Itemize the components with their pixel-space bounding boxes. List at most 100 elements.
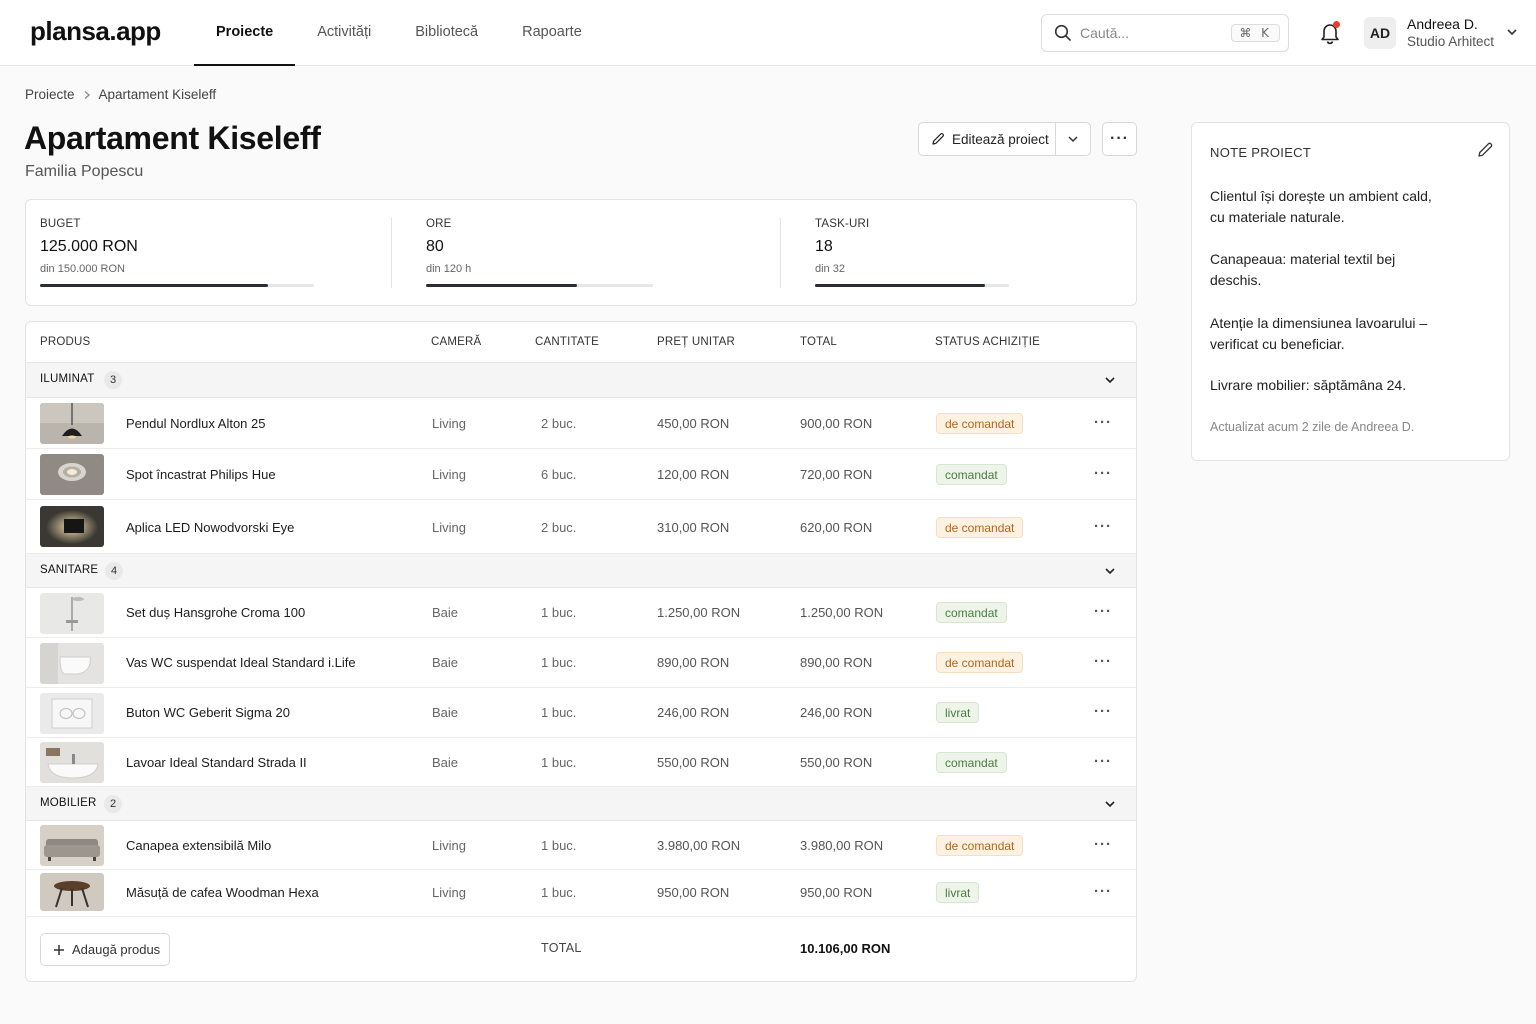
table-row[interactable]: Canapea extensibilă Milo Living 1 buc. 3… xyxy=(26,821,1136,870)
client-name: Familia Popescu xyxy=(25,163,144,180)
user-info[interactable]: Andreea D. Studio Arhitect xyxy=(1407,16,1494,50)
product-total: 620,00 RON xyxy=(800,520,873,535)
table-row[interactable]: Pendul Nordlux Alton 25 Living 2 buc. 45… xyxy=(26,398,1136,449)
product-total: 3.980,00 RON xyxy=(800,838,884,853)
product-qty: 1 buc. xyxy=(541,885,577,900)
table-row[interactable]: Set duș Hansgrohe Croma 100 Baie 1 buc. … xyxy=(26,588,1136,638)
status-badge[interactable]: livrat xyxy=(936,882,980,903)
group-row-iluminat[interactable]: ILUMINAT 3 xyxy=(26,363,1136,398)
top-bar: plansa.app Proiecte Activități Bibliotec… xyxy=(0,0,1536,66)
stat-label: BUGET xyxy=(40,218,81,230)
edit-dropdown-button[interactable] xyxy=(1056,123,1090,155)
status-badge[interactable]: livrat xyxy=(936,702,980,723)
notifications-button[interactable] xyxy=(1318,20,1342,46)
notes-updated: Actualizat acum 2 zile de Andreea D. xyxy=(1210,420,1415,434)
stat-progress-bar xyxy=(426,284,653,287)
product-qty: 1 buc. xyxy=(541,605,577,620)
product-qty: 6 buc. xyxy=(541,467,577,482)
row-more-button[interactable]: ··· xyxy=(1094,414,1112,431)
group-count-badge: 3 xyxy=(104,371,122,389)
search-input[interactable] xyxy=(1080,25,1230,41)
row-more-button[interactable]: ··· xyxy=(1094,753,1112,770)
breadcrumb: Proiecte Apartament Kiseleff xyxy=(25,87,216,102)
row-more-button[interactable]: ··· xyxy=(1094,883,1112,900)
group-name: SANITARE xyxy=(40,564,99,576)
stat-progress-fill xyxy=(40,284,269,287)
search-box[interactable]: ⌘ K xyxy=(1041,14,1289,52)
group-name: MOBILIER xyxy=(40,797,97,809)
product-room: Living xyxy=(432,885,466,900)
main-nav: Proiecte Activități Bibliotecă Rapoarte xyxy=(194,0,604,66)
stat-progress-bar xyxy=(40,284,314,287)
more-options-button[interactable]: ··· xyxy=(1102,122,1137,156)
row-more-button[interactable]: ··· xyxy=(1094,603,1112,620)
group-row-sanitare[interactable]: SANITARE 4 xyxy=(26,554,1136,588)
stat-sub: din 32 xyxy=(815,263,845,275)
product-total: 550,00 RON xyxy=(800,755,873,770)
row-more-button[interactable]: ··· xyxy=(1094,653,1112,670)
product-name: Pendul Nordlux Alton 25 xyxy=(126,416,266,431)
product-price: 120,00 RON xyxy=(657,467,730,482)
group-count-badge: 2 xyxy=(104,795,122,813)
status-badge[interactable]: de comandat xyxy=(936,652,1024,673)
stat-value: 125.000 RON xyxy=(40,238,138,255)
products-table: PRODUS CAMERĂ CANTITATE PREȚ UNITAR TOTA… xyxy=(25,321,1137,982)
edit-project-button[interactable]: Editează proiect xyxy=(919,123,1056,155)
wall-light-thumbnail xyxy=(40,506,104,547)
product-price: 450,00 RON xyxy=(657,416,730,431)
status-badge[interactable]: de comandat xyxy=(936,517,1024,538)
chevron-down-icon[interactable] xyxy=(1104,375,1116,385)
add-product-button[interactable]: Adaugă produs xyxy=(40,933,170,966)
chevron-down-icon[interactable] xyxy=(1104,566,1116,576)
nav-item-rapoarte[interactable]: Rapoarte xyxy=(522,24,582,40)
table-row[interactable]: Lavoar Ideal Standard Strada II Baie 1 b… xyxy=(26,738,1136,787)
product-qty: 2 buc. xyxy=(541,520,577,535)
product-room: Living xyxy=(432,520,466,535)
status-badge[interactable]: comandat xyxy=(936,602,1007,623)
notification-dot xyxy=(1333,21,1340,28)
project-notes-card: NOTE PROIECT Clientul își dorește un amb… xyxy=(1191,122,1510,461)
status-badge[interactable]: de comandat xyxy=(936,835,1024,856)
chevron-down-icon[interactable] xyxy=(1104,799,1116,809)
row-more-button[interactable]: ··· xyxy=(1094,518,1112,535)
group-row-mobilier[interactable]: MOBILIER 2 xyxy=(26,787,1136,821)
page-title: Apartament Kiseleff xyxy=(24,120,321,156)
status-badge[interactable]: de comandat xyxy=(936,413,1024,434)
product-price: 310,00 RON xyxy=(657,520,730,535)
table-row[interactable]: Buton WC Geberit Sigma 20 Baie 1 buc. 24… xyxy=(26,688,1136,738)
nav-item-activitati[interactable]: Activități xyxy=(317,24,372,40)
product-room: Living xyxy=(432,416,466,431)
chevron-down-icon[interactable] xyxy=(1506,27,1518,37)
row-more-button[interactable]: ··· xyxy=(1094,836,1112,853)
row-more-button[interactable]: ··· xyxy=(1094,465,1112,482)
breadcrumb-root[interactable]: Proiecte xyxy=(25,87,75,102)
stat-progress-fill xyxy=(426,284,578,287)
stat-sub: din 120 h xyxy=(426,263,472,275)
nav-item-proiecte[interactable]: Proiecte xyxy=(194,0,296,66)
product-total: 246,00 RON xyxy=(800,705,873,720)
status-badge[interactable]: comandat xyxy=(936,464,1007,485)
avatar[interactable]: AD xyxy=(1364,17,1396,49)
product-room: Living xyxy=(432,467,466,482)
app-logo[interactable]: plansa.app xyxy=(30,16,161,46)
product-total: 720,00 RON xyxy=(800,467,873,482)
table-row[interactable]: Vas WC suspendat Ideal Standard i.Life B… xyxy=(26,638,1136,688)
table-row[interactable]: Spot încastrat Philips Hue Living 6 buc.… xyxy=(26,449,1136,500)
col-room: CAMERĂ xyxy=(431,336,482,348)
ellipsis-icon: ··· xyxy=(1110,130,1129,147)
row-more-button[interactable]: ··· xyxy=(1094,703,1112,720)
pendant-lamp-thumbnail xyxy=(40,403,104,444)
add-product-label: Adaugă produs xyxy=(72,942,161,957)
product-price: 3.980,00 RON xyxy=(657,838,741,853)
recessed-spot-thumbnail xyxy=(40,454,104,495)
table-row[interactable]: Măsuță de cafea Woodman Hexa Living 1 bu… xyxy=(26,870,1136,917)
product-name: Spot încastrat Philips Hue xyxy=(126,467,276,482)
nav-item-biblioteca[interactable]: Bibliotecă xyxy=(415,24,479,40)
pencil-icon[interactable] xyxy=(1476,141,1494,159)
table-row[interactable]: Aplica LED Nowodvorski Eye Living 2 buc.… xyxy=(26,500,1136,554)
status-badge[interactable]: comandat xyxy=(936,752,1007,773)
product-name: Vas WC suspendat Ideal Standard i.Life xyxy=(126,655,356,670)
plus-icon xyxy=(54,944,64,955)
product-name: Buton WC Geberit Sigma 20 xyxy=(126,705,291,720)
stat-progress-bar xyxy=(815,284,1009,287)
